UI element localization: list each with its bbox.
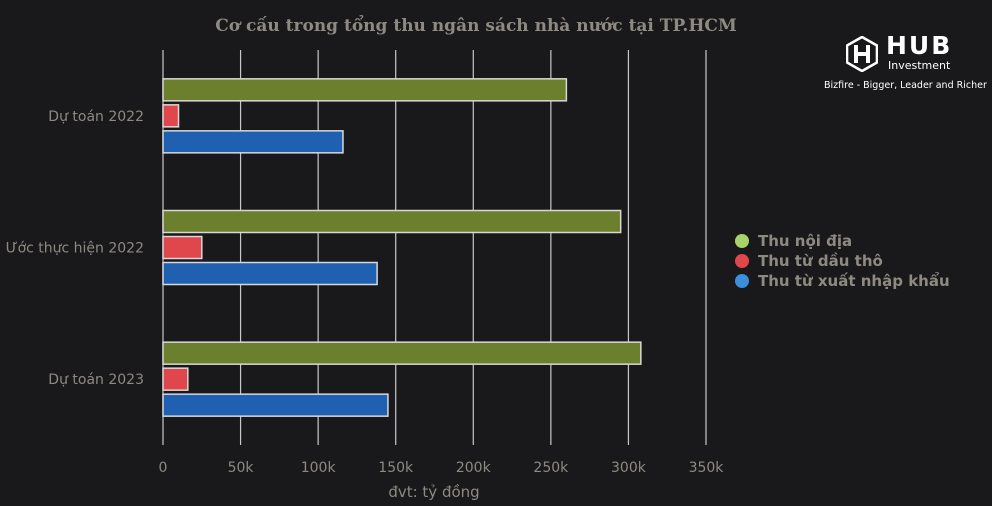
bar bbox=[162, 261, 378, 286]
chart-title: Cơ cấu trong tổng thu ngân sách nhà nước… bbox=[215, 14, 737, 36]
brand-name: HUB bbox=[886, 31, 953, 60]
x-axis-title: đvt: tỷ đồng bbox=[388, 483, 479, 501]
bar bbox=[162, 235, 203, 260]
bar bbox=[162, 104, 180, 128]
legend-label: Thu từ dầu thô bbox=[758, 252, 883, 270]
legend-marker bbox=[735, 254, 749, 268]
bar bbox=[162, 130, 344, 154]
x-tick-label: 300k bbox=[611, 460, 647, 476]
hub-logo-icon bbox=[846, 36, 878, 72]
x-tick-label: 350k bbox=[689, 460, 725, 476]
x-tick-label: 100k bbox=[301, 460, 337, 476]
category-label: Dự toán 2022 bbox=[48, 109, 144, 125]
brand-logo: HUB Investment Bizfire - Bigger, Leader … bbox=[822, 31, 987, 92]
x-tick-label: 50k bbox=[228, 460, 255, 476]
category-label: Dự toán 2023 bbox=[48, 372, 144, 388]
bar bbox=[162, 393, 389, 417]
x-tick-label: 200k bbox=[456, 460, 492, 476]
legend-label: Thu từ xuất nhập khẩu bbox=[758, 271, 950, 290]
legend-marker bbox=[735, 234, 749, 248]
brand-tagline: Bizfire - Bigger, Leader and Richer bbox=[824, 80, 987, 91]
grid-lines bbox=[162, 50, 707, 445]
x-axis-ticks: 0 50k 100k 150k 200k 250k 300k 350k bbox=[159, 460, 725, 476]
bar bbox=[162, 78, 568, 102]
brand-subtitle: Investment bbox=[888, 59, 951, 72]
category-label: Ước thực hiện 2022 bbox=[6, 241, 144, 257]
x-tick-label: 0 bbox=[159, 460, 168, 476]
bar bbox=[162, 367, 189, 391]
x-tick-label: 250k bbox=[533, 460, 569, 476]
bars bbox=[162, 78, 642, 417]
bar bbox=[162, 209, 622, 234]
x-tick-label: 150k bbox=[378, 460, 414, 476]
category-labels: Dự toán 2022 Ước thực hiện 2022 Dự toán 20… bbox=[6, 109, 144, 388]
legend-label: Thu nội địa bbox=[758, 232, 852, 250]
bar bbox=[162, 341, 642, 365]
legend-marker bbox=[735, 274, 749, 288]
